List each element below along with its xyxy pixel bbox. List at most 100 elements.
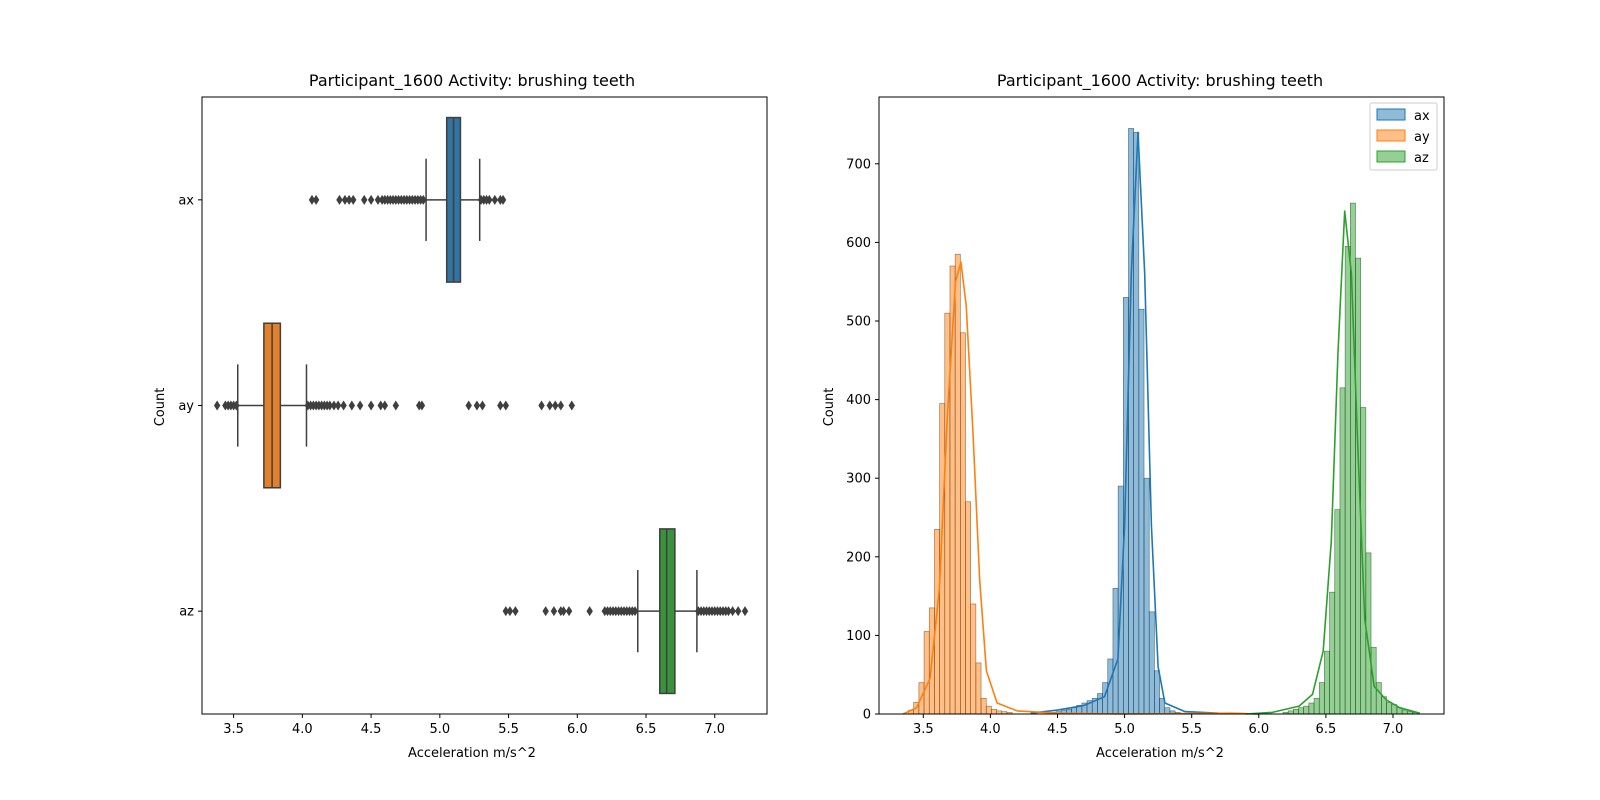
outlier-ay: [465, 400, 472, 411]
y-tick-label: 300: [846, 472, 871, 487]
boxplot-x-ticks: 3.5 4.0 4.5 5.0 5.5 6.0 6.5 7.0: [223, 714, 725, 737]
x-tick-label: 4.0: [980, 722, 1001, 737]
x-tick-label: 6.0: [567, 722, 588, 737]
outlier-az: [725, 606, 732, 617]
x-tick-label: 6.0: [1248, 722, 1269, 737]
x-tick-label: 7.0: [704, 722, 725, 737]
outlier-ax: [499, 194, 507, 205]
x-tick-label: 5.0: [429, 722, 450, 737]
histogram-bar-ax: [1143, 477, 1150, 715]
outlier-az: [550, 606, 558, 617]
x-tick-label: 3.5: [223, 722, 244, 737]
outlier-az: [734, 606, 742, 617]
histogram-bar-ax: [1148, 611, 1155, 715]
outlier-ax: [420, 194, 427, 205]
x-tick-label: 4.5: [1047, 722, 1068, 737]
histogram-frame: [878, 96, 1445, 715]
boxplot-panel: Participant_1600 Activity: brushing teet…: [153, 71, 768, 761]
histogram-bar-ax: [1112, 587, 1119, 715]
outlier-ay: [473, 400, 481, 411]
y-tick-label: 500: [846, 315, 871, 330]
histogram-bar-ax: [1128, 128, 1134, 715]
boxplot-ay: [213, 322, 575, 489]
boxplot-frame: [201, 96, 768, 715]
outlier-ay: [479, 400, 486, 411]
legend-swatch-az: [1376, 150, 1406, 163]
outlier-ay: [340, 400, 347, 411]
histogram-bar-ay: [980, 697, 987, 715]
outlier-ax: [350, 194, 357, 205]
outlier-ay: [392, 400, 400, 411]
y-tick-label-az: az: [179, 605, 194, 620]
boxplot-az: [502, 528, 749, 695]
kde-line-ay: [902, 261, 1259, 715]
legend-label-az: az: [1414, 151, 1429, 166]
outlier-az: [729, 606, 736, 617]
histogram-x-ticks: 3.5 4.0 4.5 5.0 5.5 6.0 6.5 7.0: [913, 714, 1403, 737]
boxplot-ax: [308, 116, 507, 283]
x-tick-label: 5.0: [1114, 722, 1135, 737]
histogram-bar-az: [1386, 701, 1393, 715]
boxplot-plot-area: [213, 116, 749, 695]
histogram-bar-ax: [1154, 670, 1160, 715]
outlier-ay: [538, 400, 545, 411]
y-tick-label: 0: [863, 708, 871, 723]
histogram-bar-az: [1329, 591, 1336, 715]
histogram-bar-az: [1401, 709, 1408, 715]
histogram-bar-az: [1360, 407, 1367, 715]
outlier-ay: [213, 400, 221, 411]
histogram-bar-az: [1303, 705, 1310, 715]
histogram-title: Participant_1600 Activity: brushing teet…: [997, 71, 1323, 91]
histogram-y-axis-label: Count: [822, 388, 837, 427]
x-tick-label: 3.5: [913, 722, 934, 737]
outlier-ay: [348, 400, 356, 411]
outlier-az: [560, 606, 567, 617]
histogram-panel: Participant_1600 Activity: brushing teet…: [822, 71, 1445, 761]
histogram-bar-az: [1293, 708, 1299, 715]
histogram-bar-az: [1313, 697, 1320, 715]
x-tick-label: 4.0: [292, 722, 313, 737]
y-tick-label: 400: [846, 393, 871, 408]
outlier-ay: [552, 400, 559, 411]
histogram-bar-az: [1375, 682, 1382, 715]
histogram-bar-az: [1344, 246, 1351, 715]
outlier-az: [631, 606, 639, 617]
boxplot-y-axis-label: Count: [153, 388, 168, 427]
outlier-ay: [381, 400, 389, 411]
x-tick-label: 5.5: [498, 722, 519, 737]
outlier-ay: [497, 400, 504, 411]
y-tick-label: 600: [846, 236, 871, 251]
outlier-az: [542, 606, 549, 617]
boxplot-y-ticks: ax ay az: [178, 193, 202, 620]
outlier-ax: [367, 194, 375, 205]
outlier-ax: [341, 194, 349, 205]
legend-swatch-ay: [1376, 129, 1406, 142]
outlier-ay: [233, 400, 240, 411]
outlier-ay: [326, 400, 334, 411]
histogram-bar-ay: [954, 253, 961, 715]
y-tick-label: 200: [846, 550, 871, 565]
x-tick-label: 5.5: [1181, 722, 1202, 737]
outlier-ay: [330, 400, 338, 411]
outlier-ax: [361, 194, 368, 205]
y-tick-label-ay: ay: [178, 399, 194, 414]
y-tick-label: 700: [846, 157, 871, 172]
outlier-ay: [502, 400, 510, 411]
outlier-ax: [486, 194, 493, 205]
x-tick-label: 7.0: [1383, 722, 1404, 737]
histogram-bar-ay: [975, 662, 982, 715]
histogram-series-az: [1282, 202, 1418, 715]
histogram-bar-ay: [960, 332, 966, 715]
outlier-ay: [557, 400, 564, 411]
histogram-bar-az: [1334, 509, 1341, 715]
outlier-ax: [374, 194, 382, 205]
outlier-ax: [336, 194, 343, 205]
boxplot-title: Participant_1600 Activity: brushing teet…: [309, 71, 635, 91]
kde-line-az: [1245, 210, 1421, 715]
outlier-az: [506, 606, 514, 617]
histogram-bar-az: [1339, 387, 1346, 715]
histogram-x-axis-label: Acceleration m/s^2: [1096, 746, 1224, 761]
outlier-ay: [418, 400, 426, 411]
histogram-y-ticks: 0 100 200 300 400 500 600 700: [846, 157, 879, 723]
histogram-bar-ax: [1102, 682, 1109, 715]
